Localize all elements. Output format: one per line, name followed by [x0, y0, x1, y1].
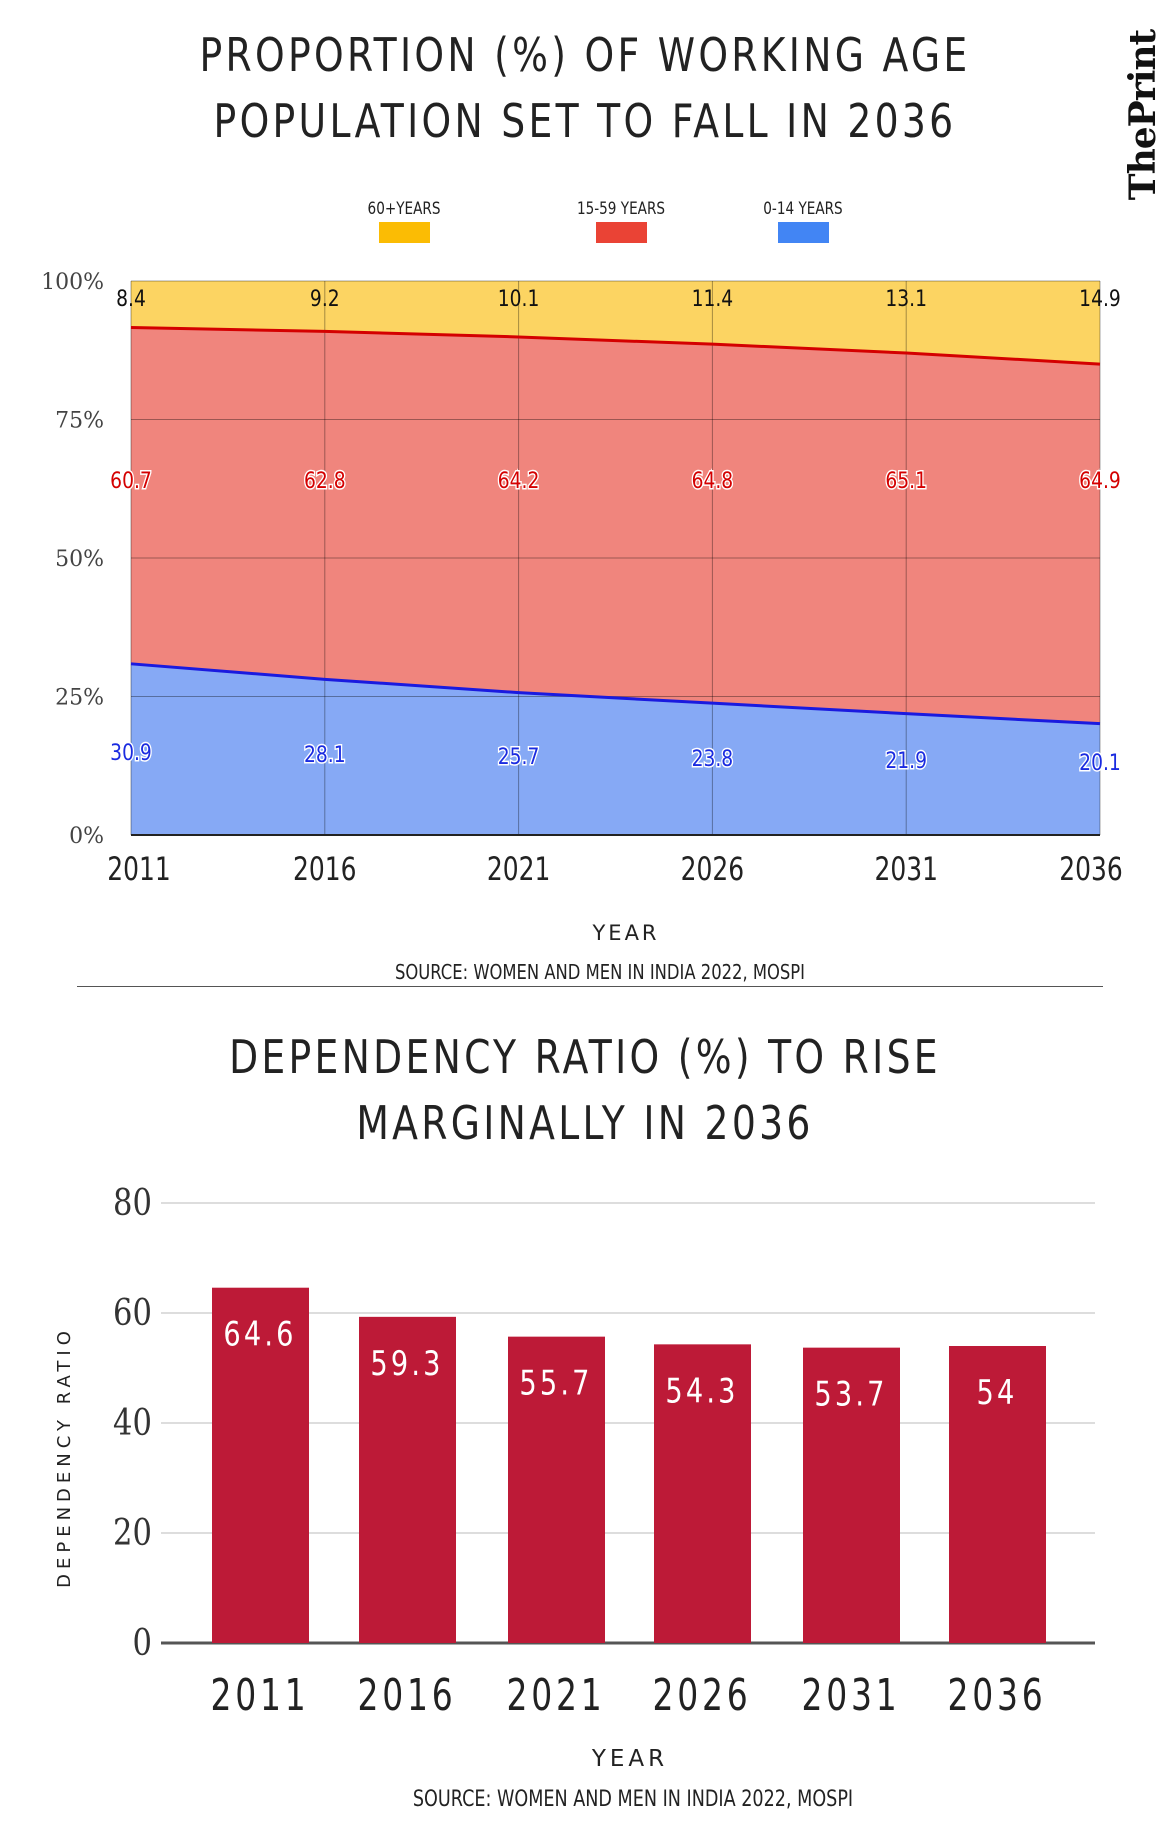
- x-tick-label: 2026: [653, 1670, 752, 1721]
- data-label: 62.8: [304, 468, 346, 494]
- y-tick-label: 80: [113, 1182, 152, 1224]
- x-tick-label: 2026: [681, 850, 745, 888]
- data-label: 25.7: [498, 744, 540, 770]
- x-tick-label: 2016: [293, 850, 357, 888]
- data-label: 65.1: [885, 468, 927, 494]
- data-label: 30.9: [110, 740, 152, 766]
- x-tick-label: 2031: [874, 850, 938, 888]
- bar-value-label: 54.3: [665, 1371, 738, 1411]
- legend-label: 15-59 YEARS: [577, 199, 665, 219]
- data-label: 60.7: [110, 468, 152, 494]
- y-tick-label: 25%: [55, 686, 104, 711]
- bar: [949, 1346, 1046, 1643]
- y-tick-label: 50%: [55, 547, 104, 572]
- legend-swatch: [596, 222, 647, 243]
- x-axis-title: YEAR: [591, 921, 659, 945]
- data-label: 64.2: [498, 468, 540, 494]
- bar: [803, 1347, 900, 1643]
- bar-value-label: 59.3: [370, 1344, 443, 1384]
- y-tick-label: 20: [113, 1512, 152, 1554]
- chart1-title-line1: PROPORTION (%) OF WORKING AGE: [199, 28, 971, 82]
- y-tick-label: 0: [133, 1622, 152, 1664]
- legend-swatch: [379, 222, 430, 243]
- source-note: SOURCE: WOMEN AND MEN IN INDIA 2022, MOS…: [413, 1786, 853, 1811]
- bar: [212, 1287, 309, 1643]
- x-tick-label: 2011: [107, 850, 171, 888]
- y-tick-label: 75%: [55, 409, 104, 434]
- bar: [508, 1336, 605, 1643]
- y-tick-label: 60: [113, 1292, 152, 1334]
- data-label: 64.9: [1079, 468, 1121, 494]
- section-divider: [77, 986, 1103, 987]
- x-axis-title: YEAR: [591, 1746, 668, 1772]
- source-note: SOURCE: WOMEN AND MEN IN INDIA 2022, MOS…: [395, 962, 805, 985]
- data-label: 14.9: [1079, 286, 1121, 312]
- data-label: 8.4: [116, 286, 146, 312]
- y-tick-label: 100%: [41, 270, 104, 295]
- data-label: 13.1: [885, 286, 927, 312]
- bar-value-label: 53.7: [814, 1375, 887, 1415]
- x-tick-label: 2021: [487, 850, 551, 888]
- y-tick-label: 40: [113, 1402, 152, 1444]
- x-tick-label: 2036: [948, 1670, 1047, 1721]
- data-label: 10.1: [498, 286, 540, 312]
- legend-label: 0-14 YEARS: [763, 199, 842, 219]
- x-tick-label: 2036: [1059, 850, 1123, 888]
- chart2-title-line2: MARGINALLY IN 2036: [356, 1096, 814, 1150]
- line-15-59-boundary: [130, 326, 1101, 366]
- x-tick-label: 2021: [507, 1670, 606, 1721]
- x-tick-label: 2031: [802, 1670, 901, 1721]
- bar: [654, 1344, 751, 1643]
- area-0-14: [131, 663, 1100, 835]
- legend-label: 60+YEARS: [368, 199, 441, 219]
- line-0-14-boundary: [130, 662, 1101, 726]
- x-tick-label: 2011: [211, 1670, 310, 1721]
- bar-value-label: 64.6: [223, 1315, 296, 1355]
- data-label: 28.1: [304, 742, 346, 768]
- y-axis-title: DEPENDENCY RATIO: [54, 1326, 75, 1588]
- bar-value-label: 54: [977, 1373, 1018, 1413]
- bar: [359, 1316, 456, 1643]
- data-label: 64.8: [692, 468, 734, 494]
- legend-swatch: [778, 222, 829, 243]
- data-label: 11.4: [692, 286, 734, 312]
- data-label: 9.2: [310, 286, 340, 312]
- bar-value-label: 55.7: [519, 1364, 592, 1404]
- data-label: 23.8: [692, 746, 734, 772]
- data-label: 20.1: [1079, 750, 1121, 776]
- chart1-title-line2: POPULATION SET TO FALL IN 2036: [213, 94, 957, 148]
- data-label: 21.9: [885, 748, 927, 774]
- chart2-title-line1: DEPENDENCY RATIO (%) TO RISE: [229, 1030, 941, 1084]
- x-tick-label: 2016: [358, 1670, 457, 1721]
- y-tick-label: 0%: [69, 824, 104, 849]
